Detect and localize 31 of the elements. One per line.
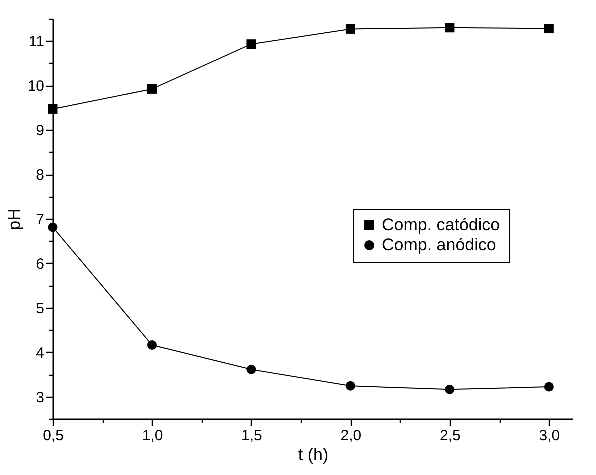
point <box>48 222 58 232</box>
point <box>445 23 455 33</box>
y-tick-label: 5 <box>36 300 44 318</box>
point <box>48 104 58 114</box>
x-tick-label: 2,0 <box>340 428 362 444</box>
point <box>246 40 256 50</box>
y-tick-label: 7 <box>36 212 44 228</box>
x-axis-title: t (h) <box>298 446 329 464</box>
point <box>445 384 455 394</box>
point <box>147 340 157 350</box>
point <box>246 364 256 374</box>
y-tick-label: 11 <box>28 34 44 51</box>
legend-label: Comp. catódico <box>382 216 500 234</box>
x-tick-label: 2,5 <box>440 428 461 444</box>
y-tick-label: 9 <box>36 122 44 140</box>
point <box>544 382 554 392</box>
x-tick-label: 3,0 <box>539 428 560 444</box>
x-tick-label: 1,0 <box>142 428 164 444</box>
point <box>147 84 157 94</box>
y-axis-title: pH <box>4 208 24 230</box>
legend-label: Comp. anódico <box>382 236 496 254</box>
point <box>346 381 356 391</box>
point <box>544 24 554 34</box>
point <box>346 24 356 34</box>
x-tick-label: 1,5 <box>242 428 262 444</box>
y-tick-label: 6 <box>36 256 44 273</box>
y-tick-label: 8 <box>36 167 44 184</box>
y-tick-label: 4 <box>36 344 44 362</box>
x-tick-label: 0,5 <box>43 428 64 444</box>
y-tick-label: 10 <box>28 78 44 96</box>
y-tick-label: 3 <box>36 389 44 406</box>
